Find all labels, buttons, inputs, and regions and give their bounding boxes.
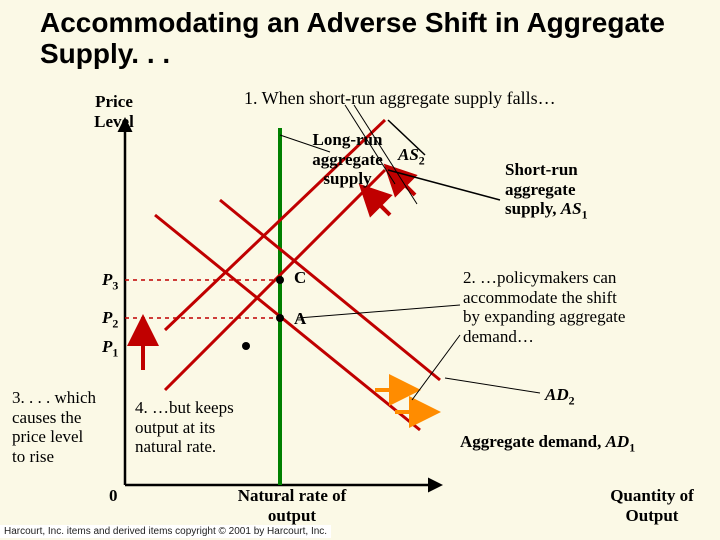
annotation-3: 3. . . . which causes the price level to… — [12, 388, 96, 466]
natural-rate-label: Natural rate of output — [222, 486, 362, 525]
slide: Accommodating an Adverse Shift in Aggreg… — [0, 0, 720, 540]
lras-label: Long-run aggregate supply — [300, 130, 395, 189]
y-axis-label: Price Level — [84, 92, 144, 131]
p1-label: P1 — [102, 337, 118, 360]
p3-label: P3 — [102, 270, 118, 293]
annotation-2: 2. …policymakers can accommodate the shi… — [463, 268, 625, 346]
as2-label: AS2 — [398, 145, 425, 168]
origin-label: 0 — [109, 486, 118, 506]
point-a-label: A — [294, 309, 306, 329]
x-axis-label: Quantity of Output — [592, 486, 712, 525]
ad2-label: AD2 — [545, 385, 575, 408]
as1-label: Short-run aggregate supply, AS1 — [505, 160, 665, 222]
annotation-4: 4. …but keeps output at its natural rate… — [135, 398, 234, 457]
annotation-1: 1. When short-run aggregate supply falls… — [244, 88, 556, 109]
p2-label: P2 — [102, 308, 118, 331]
copyright: Harcourt, Inc. items and derived items c… — [0, 525, 331, 538]
point-c-label: C — [294, 268, 306, 288]
ad1-label: Aggregate demand, AD1 — [460, 432, 635, 455]
